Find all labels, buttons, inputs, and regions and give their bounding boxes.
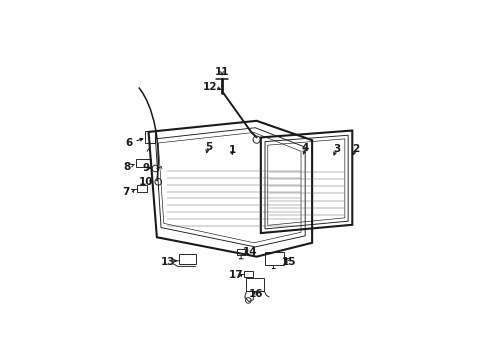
Text: 16: 16: [249, 289, 263, 299]
Text: 3: 3: [333, 144, 340, 154]
Text: 7: 7: [122, 186, 130, 197]
Text: 10: 10: [139, 177, 153, 187]
Text: 9: 9: [142, 163, 149, 174]
Text: 2: 2: [352, 144, 360, 154]
Text: 5: 5: [205, 142, 212, 152]
Text: 8: 8: [123, 162, 130, 172]
Text: 12: 12: [203, 82, 218, 92]
Text: 13: 13: [161, 257, 175, 267]
Text: 17: 17: [228, 270, 243, 280]
Text: 11: 11: [215, 67, 229, 77]
Text: 14: 14: [243, 247, 258, 257]
Text: 4: 4: [302, 143, 309, 153]
Text: 15: 15: [282, 257, 296, 267]
Text: 6: 6: [125, 138, 133, 148]
Text: 1: 1: [229, 145, 236, 155]
